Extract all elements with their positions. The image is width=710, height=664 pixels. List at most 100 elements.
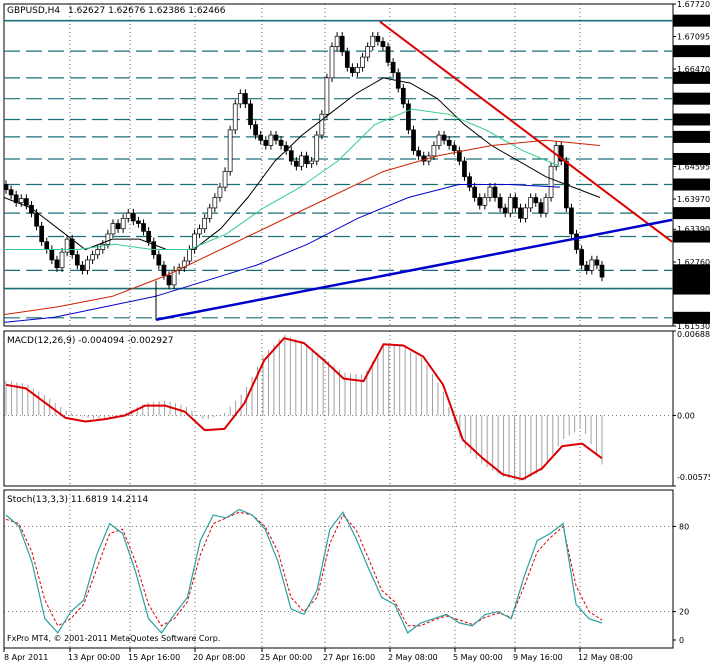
candle-body	[538, 202, 544, 214]
candle-body	[548, 165, 554, 198]
stoch-axis-label: 20	[679, 608, 689, 617]
candle-body	[518, 207, 523, 219]
candle-body	[507, 197, 513, 214]
level-label-box	[673, 207, 710, 220]
level-label: 1.65500	[676, 116, 709, 125]
candle-body	[268, 134, 274, 146]
ohlc-values: 1.62627 1.62676 1.62386 1.62466	[68, 6, 226, 16]
candle-body	[13, 194, 19, 204]
stoch-axis-label: 80	[679, 522, 689, 531]
candle-body	[85, 259, 90, 271]
candle-body	[131, 212, 136, 222]
candle-body	[513, 197, 518, 209]
candle-body	[533, 197, 539, 204]
level-label: 1.63700	[676, 210, 709, 219]
candle-body	[360, 56, 365, 68]
price-axis-label: 1.65220	[677, 130, 710, 139]
candle-body	[187, 249, 192, 262]
price-axis-label: 1.63390	[677, 225, 710, 234]
candle-body	[258, 134, 264, 141]
candle-body	[324, 77, 330, 115]
level-label-box	[673, 113, 710, 126]
candle-body	[299, 155, 304, 167]
candle-body	[339, 35, 345, 53]
candle-body	[18, 198, 24, 204]
price-axis-label: 1.63970	[677, 195, 710, 204]
level-label: 1.64250	[676, 181, 709, 190]
candle-body	[161, 264, 167, 276]
time-axis-label: 13 Apr 00:00	[68, 653, 120, 662]
copyright-text: FxPro MT4, © 2001-2011 MetaQuotes Softwa…	[7, 634, 220, 643]
macd-axis-label: -0.005757	[677, 473, 710, 482]
candle-body	[44, 241, 50, 250]
candle-body	[69, 238, 75, 256]
candle-body	[589, 259, 595, 271]
candle-body	[146, 230, 151, 243]
candle-body	[263, 139, 269, 146]
price-axis-label: 1.67720	[677, 0, 710, 9]
candle-body	[125, 212, 131, 219]
moving-average-black	[3, 77, 601, 251]
candle-body	[136, 220, 141, 224]
time-axis-label: 12 May 08:00	[578, 653, 633, 662]
candle-body	[375, 35, 381, 42]
candle-body	[329, 46, 335, 79]
moving-average-red	[3, 139, 601, 316]
candle-body	[400, 87, 406, 105]
candle-body	[278, 139, 284, 146]
candle-body	[344, 51, 350, 68]
candle-body	[74, 254, 80, 266]
macd-signal-line	[5, 337, 603, 481]
level-label-box	[673, 45, 710, 58]
moving-average-green	[4, 108, 561, 250]
candle-body	[390, 61, 396, 74]
stoch-panel-frame	[3, 489, 674, 649]
candle-body	[462, 160, 467, 178]
candle-body	[365, 46, 371, 58]
candle-body	[3, 184, 9, 191]
candle-body	[222, 171, 228, 188]
candle-body	[197, 228, 202, 235]
level-label: 1.61687	[676, 314, 709, 323]
candle-body	[171, 269, 177, 286]
candle-body	[370, 35, 376, 48]
candle-body	[59, 251, 65, 269]
candle-body	[416, 150, 421, 157]
candle-body	[248, 103, 253, 126]
candle-body	[304, 155, 309, 165]
time-axis-label: 15 Apr 16:00	[128, 653, 180, 662]
level-label-box	[673, 152, 710, 165]
candle-body	[431, 145, 437, 157]
symbol-title: GBPUSD,H4	[7, 6, 60, 16]
candle-body	[110, 223, 116, 235]
time-axis-label: 8 Apr 2011	[4, 653, 48, 662]
candle-body	[49, 249, 55, 261]
down-trendline	[379, 20, 673, 243]
candle-body	[492, 186, 498, 198]
level-label-box	[673, 178, 710, 191]
candle-body	[156, 254, 162, 266]
macd-panel-frame	[3, 330, 674, 487]
candle-body	[39, 225, 45, 243]
candle-body	[523, 207, 528, 219]
candle-body	[181, 260, 187, 269]
candle-body	[457, 150, 462, 162]
candle-body	[288, 150, 294, 162]
candle-body	[192, 233, 197, 250]
level-label: 1.63250	[676, 233, 709, 242]
candle-body	[584, 264, 590, 271]
candle-body	[166, 275, 172, 286]
price-axis-label: 1.65845	[677, 98, 710, 107]
level-label: 1.66814	[676, 48, 709, 57]
level-label: 1.65900	[676, 95, 709, 104]
candle-body	[141, 223, 146, 232]
candle-body	[451, 145, 457, 152]
candle-body	[100, 243, 106, 250]
candle-body	[502, 207, 508, 214]
candle-body	[294, 160, 299, 167]
candle-body	[594, 259, 600, 266]
candle-body	[528, 197, 534, 209]
candle-body	[385, 46, 391, 63]
